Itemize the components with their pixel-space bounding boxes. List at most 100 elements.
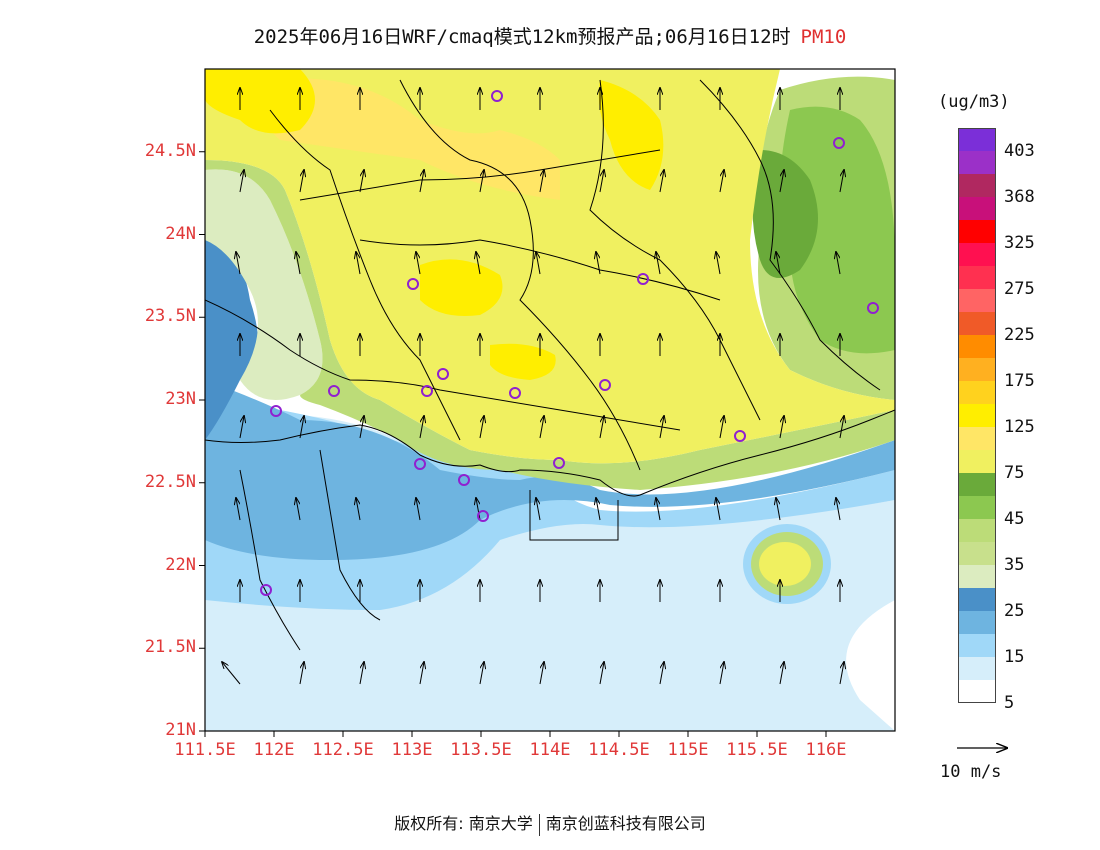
legend-unit: (ug/m3) — [938, 92, 1010, 112]
copyright-company: 南京创蓝科技有限公司 — [545, 814, 706, 833]
station-marker — [458, 474, 470, 486]
title-text: 2025年06月16日WRF/cmaq模式12km预报产品;06月16日12时 — [253, 26, 791, 48]
wind-arrow — [659, 662, 664, 685]
legend-swatch — [958, 151, 996, 174]
zone-mid-blue — [205, 380, 895, 560]
wind-arrow — [656, 252, 661, 275]
wind-arrow — [839, 170, 844, 193]
coastline — [205, 409, 895, 497]
county-boundary-4 — [699, 79, 881, 391]
wind-arrow — [239, 416, 244, 439]
legend-label: 35 — [1004, 555, 1025, 575]
wind-arrow — [296, 498, 301, 521]
wind-key-label: 10 m/s — [940, 762, 1002, 782]
legend-swatch — [958, 657, 996, 680]
wind-arrow — [479, 662, 484, 685]
zone-bright-yellow-delta — [490, 343, 556, 380]
station-marker — [328, 385, 340, 397]
wind-arrow — [719, 662, 724, 685]
legend-swatch — [958, 128, 996, 151]
zone-dark-green-east — [752, 150, 818, 278]
wind-arrow — [299, 416, 304, 439]
station-marker — [553, 457, 565, 469]
wind-arrow — [239, 170, 244, 193]
wind-arrow — [596, 252, 601, 275]
zone-light-green-coast — [205, 160, 895, 490]
wind-arrow — [419, 662, 424, 685]
lon-label: 115E — [667, 740, 709, 760]
wind-arrow — [359, 416, 364, 439]
lat-label: 23N — [165, 389, 196, 409]
legend-swatch — [958, 266, 996, 289]
wind-arrow — [836, 252, 841, 275]
legend-swatch — [958, 243, 996, 266]
wind-arrow — [356, 252, 361, 275]
legend-swatch — [958, 588, 996, 611]
legend-swatch — [958, 220, 996, 243]
station-marker — [509, 387, 521, 399]
county-boundary-9 — [319, 449, 381, 621]
legend-swatch — [958, 335, 996, 358]
lat-label: 22N — [165, 554, 196, 575]
legend-swatch — [958, 565, 996, 588]
wind-arrow — [716, 498, 721, 521]
wind-arrow — [419, 416, 424, 439]
lon-label: 115.5E — [726, 740, 788, 760]
station-marker — [599, 379, 611, 391]
wind-arrow — [779, 416, 784, 439]
station-marker — [637, 273, 649, 285]
legend-swatch — [958, 611, 996, 634]
legend-swatch — [958, 473, 996, 496]
county-boundary-5 — [205, 299, 681, 431]
wind-arrow — [719, 416, 724, 439]
wind-arrow — [222, 662, 241, 685]
lon-label: 112E — [253, 740, 295, 760]
lon-label: 114E — [529, 740, 571, 760]
zone-yellow-land — [205, 69, 895, 464]
legend-label: 325 — [1004, 233, 1035, 253]
legend-swatch — [958, 519, 996, 542]
wind-arrow — [839, 416, 844, 439]
wind-arrow — [479, 416, 484, 439]
wind-vectors — [222, 88, 844, 685]
lon-label: 111.5E — [174, 740, 236, 760]
wind-arrow — [539, 662, 544, 685]
zone-bright-yellow-east — [598, 80, 664, 190]
county-boundary-1 — [269, 109, 461, 441]
lat-label: 24.5N — [144, 140, 196, 161]
station-marker — [270, 405, 282, 417]
wind-arrow — [719, 170, 724, 193]
wind-arrow — [836, 498, 841, 521]
lon-label: 113.5E — [450, 740, 512, 760]
county-boundary-7 — [299, 149, 661, 201]
footer-separator — [538, 813, 540, 836]
legend-swatch — [958, 358, 996, 381]
copyright-owner: 版权所有: 南京大学 — [394, 814, 533, 833]
station-marker — [414, 458, 426, 470]
station-marker — [491, 90, 503, 102]
station-marker — [421, 385, 433, 397]
legend-label: 5 — [1004, 693, 1015, 713]
wind-arrow — [476, 252, 481, 275]
wind-arrow — [359, 170, 364, 193]
legend-label: 225 — [1004, 325, 1035, 345]
lat-label: 23.5N — [144, 306, 196, 327]
station-marker — [867, 302, 879, 314]
wind-arrow — [479, 170, 484, 193]
lon-label: 112.5E — [312, 740, 374, 760]
wind-arrow — [776, 252, 781, 275]
wind-arrow — [299, 662, 304, 685]
legend-swatch — [958, 289, 996, 312]
wind-arrow — [536, 252, 541, 275]
wind-arrow — [599, 170, 604, 193]
zone-bright-yellow-central — [420, 259, 503, 316]
lon-label: 116E — [805, 740, 847, 760]
legend-label: 45 — [1004, 509, 1025, 529]
wind-arrow — [656, 498, 661, 521]
legend-swatch — [958, 542, 996, 565]
wind-arrow — [476, 498, 481, 521]
zone-dark-blue-west — [205, 230, 258, 440]
legend-swatch — [958, 450, 996, 473]
wind-arrow — [659, 170, 664, 193]
